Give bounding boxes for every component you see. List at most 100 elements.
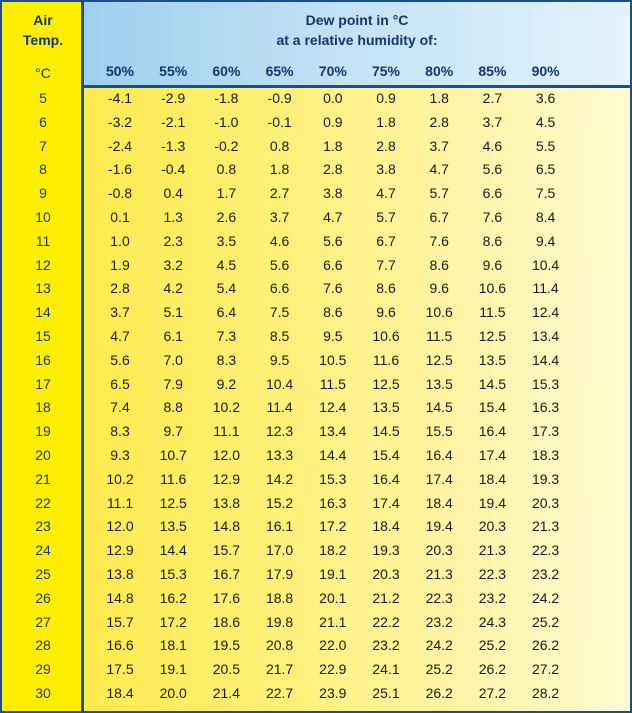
- dew-point-cell: 19.5: [212, 637, 241, 654]
- dew-point-cell: -1.6: [107, 161, 133, 178]
- table-header: [84, 2, 630, 88]
- dew-point-cell: 11.1: [213, 423, 240, 440]
- dew-point-cell: 20.1: [319, 589, 347, 606]
- dew-point-cell: 0.8: [216, 161, 237, 178]
- dew-point-cell: 8.6: [482, 232, 503, 249]
- dew-point-cell: 21.2: [372, 589, 400, 606]
- dew-point-cell: 13.5: [425, 375, 453, 392]
- air-temp-cell: 10: [35, 209, 51, 225]
- dew-point-cell: 6.5: [535, 161, 556, 178]
- dew-point-cell: 15.3: [159, 566, 187, 582]
- air-temp-cell: 16: [35, 351, 51, 368]
- dew-point-cell: 12.0: [106, 518, 134, 535]
- dew-point-cell: 25.2: [478, 637, 507, 654]
- dew-point-cell: 4.5: [216, 256, 237, 273]
- dew-point-cell: 12.9: [106, 542, 134, 559]
- dew-point-cell: 3.7: [429, 137, 449, 154]
- dew-point-cell: 0.8: [269, 137, 290, 154]
- dew-point-cell: 1.8: [376, 113, 396, 130]
- dew-point-cell: 13.4: [531, 328, 560, 344]
- dew-point-cell: 14.8: [106, 589, 134, 606]
- dew-point-cell: 8.3: [110, 423, 130, 440]
- dew-point-cell: 22.2: [372, 613, 400, 630]
- dew-point-cell: 17.4: [425, 470, 453, 487]
- dew-point-cell: 22.7: [265, 685, 294, 701]
- humidity-column-header: 65%: [265, 63, 294, 79]
- dew-point-cell: 27.2: [531, 661, 560, 678]
- dew-point-cell: 18.8: [265, 589, 294, 606]
- dew-point-cell: 4.7: [110, 328, 130, 344]
- air-temp-cell: 13: [35, 280, 51, 297]
- dew-point-cell: 18.4: [106, 685, 134, 701]
- dew-point-cell: 20.3: [531, 494, 560, 511]
- dew-point-cell: 5.7: [376, 209, 396, 225]
- air-temp-cell: 26: [35, 589, 51, 606]
- air-temp-cell: 23: [35, 518, 51, 535]
- dew-point-cell: 9.4: [535, 232, 556, 249]
- air-temp-unit: °C: [35, 65, 51, 81]
- dew-point-cell: 21.3: [531, 518, 560, 535]
- dew-point-cell: 17.3: [531, 423, 560, 440]
- dew-point-title: Dew point in °C: [305, 12, 409, 28]
- dew-point-cell: -2.1: [161, 113, 186, 130]
- dew-point-cell: 7.5: [535, 185, 556, 202]
- dew-point-cell: 10.2: [212, 399, 241, 416]
- dew-point-cell: 7.6: [482, 209, 503, 225]
- dew-point-cell: 6.6: [323, 256, 343, 273]
- dew-point-cell: 14.2: [265, 470, 294, 487]
- dew-point-cell: 16.3: [319, 494, 347, 511]
- dew-point-cell: 19.3: [531, 470, 560, 487]
- dew-point-subtitle: at a relative humidity of:: [276, 32, 438, 48]
- dew-point-cell: 14.4: [531, 351, 560, 368]
- dew-point-cell: 19.1: [319, 566, 347, 582]
- dew-point-cell: 25.2: [425, 661, 453, 678]
- dew-point-cell: 15.4: [372, 447, 400, 463]
- dew-point-cell: 4.7: [429, 161, 449, 178]
- dew-point-cell: 13.3: [265, 447, 294, 463]
- dew-point-cell: 2.3: [163, 232, 183, 249]
- dew-point-cell: 23.2: [531, 566, 560, 582]
- humidity-column-header: 60%: [212, 63, 241, 79]
- air-temp-title-line1: Air: [33, 12, 53, 28]
- dew-point-cell: -0.9: [267, 90, 292, 106]
- dew-point-cell: 5.6: [323, 232, 343, 249]
- dew-point-cell: 15.4: [478, 399, 507, 416]
- dew-point-cell: 19.3: [372, 542, 400, 559]
- dew-point-cell: 14.5: [372, 423, 400, 440]
- dew-point-cell: 11.1: [106, 494, 134, 511]
- dew-point-cell: 17.5: [106, 661, 134, 678]
- dew-point-cell: 21.3: [478, 542, 507, 559]
- humidity-column-header: 80%: [425, 63, 454, 79]
- dew-point-cell: 13.8: [106, 566, 134, 582]
- dew-point-cell: 3.7: [269, 209, 290, 225]
- dew-point-cell: 3.7: [482, 113, 503, 130]
- air-temp-cell: 15: [35, 328, 51, 344]
- dew-point-cell: 9.3: [110, 447, 130, 463]
- air-temp-cell: 25: [35, 566, 51, 582]
- dew-point-cell: 22.3: [478, 566, 507, 582]
- dew-point-cell: 4.6: [269, 232, 290, 249]
- dew-point-cell: 1.8: [269, 161, 290, 178]
- dew-point-cell: 13.5: [478, 351, 507, 368]
- dew-point-cell: 12.5: [159, 494, 187, 511]
- dew-point-cell: 5.6: [482, 161, 503, 178]
- dew-point-cell: 0.9: [323, 113, 343, 130]
- dew-point-cell: 20.3: [425, 542, 453, 559]
- dew-point-cell: 11.5: [426, 328, 453, 344]
- dew-point-cell: 24.1: [372, 661, 400, 678]
- dew-point-cell: 9.7: [163, 423, 183, 440]
- dew-point-cell: 9.5: [323, 328, 343, 344]
- dew-point-cell: 5.4: [216, 280, 237, 297]
- air-temp-cell: 28: [35, 637, 51, 654]
- dew-point-cell: 25.2: [531, 613, 560, 630]
- dew-point-cell: 5.6: [269, 256, 290, 273]
- dew-point-cell: 11.6: [160, 470, 187, 487]
- dew-point-cell: 22.0: [319, 637, 347, 654]
- dew-point-cell: 17.2: [319, 518, 347, 535]
- dew-point-cell: 10.5: [319, 351, 347, 368]
- air-temp-cell: 14: [35, 304, 51, 321]
- dew-point-cell: 22.3: [425, 589, 453, 606]
- dew-point-cell: 18.1: [159, 637, 187, 654]
- dew-point-cell: 25.1: [372, 685, 400, 701]
